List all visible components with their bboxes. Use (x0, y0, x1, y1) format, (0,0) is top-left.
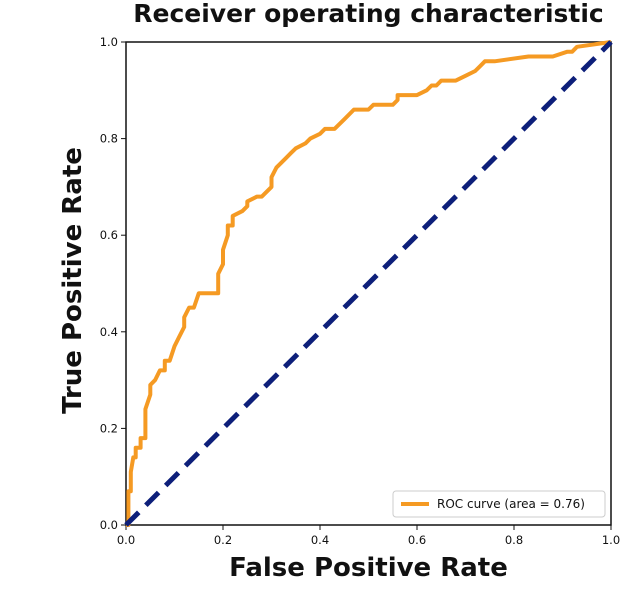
y-ticks: 0.0 0.2 0.4 0.6 0.8 1.0 (100, 35, 126, 532)
x-tick-label: 0.4 (311, 533, 329, 547)
legend-box (392, 490, 606, 518)
y-tick-label: 0.0 (100, 518, 118, 532)
chart-title: Receiver operating characteristic (133, 0, 604, 28)
y-tick-label: 0.2 (100, 421, 118, 435)
y-axis-label: True Positive Rate (58, 147, 88, 414)
series-group (124, 40, 613, 527)
x-tick-label: 0.0 (117, 533, 135, 547)
y-tick-label: 0.8 (100, 132, 118, 146)
legend-label: ROC curve (area = 0.76) (437, 497, 585, 511)
y-tick-label: 1.0 (100, 35, 118, 49)
x-tick-label: 0.6 (408, 533, 426, 547)
x-ticks: 0.0 0.2 0.4 0.6 0.8 1.0 (117, 525, 620, 547)
legend: ROC curve (area = 0.76) (392, 490, 606, 518)
y-tick-label: 0.4 (100, 325, 118, 339)
roc-curve-line (126, 40, 612, 527)
x-tick-label: 0.2 (214, 533, 232, 547)
x-axis-label: False Positive Rate (229, 553, 508, 583)
y-tick-label: 0.6 (100, 228, 118, 242)
chance-diagonal-line (124, 40, 613, 527)
x-tick-label: 0.8 (505, 533, 523, 547)
x-tick-label: 1.0 (602, 533, 620, 547)
